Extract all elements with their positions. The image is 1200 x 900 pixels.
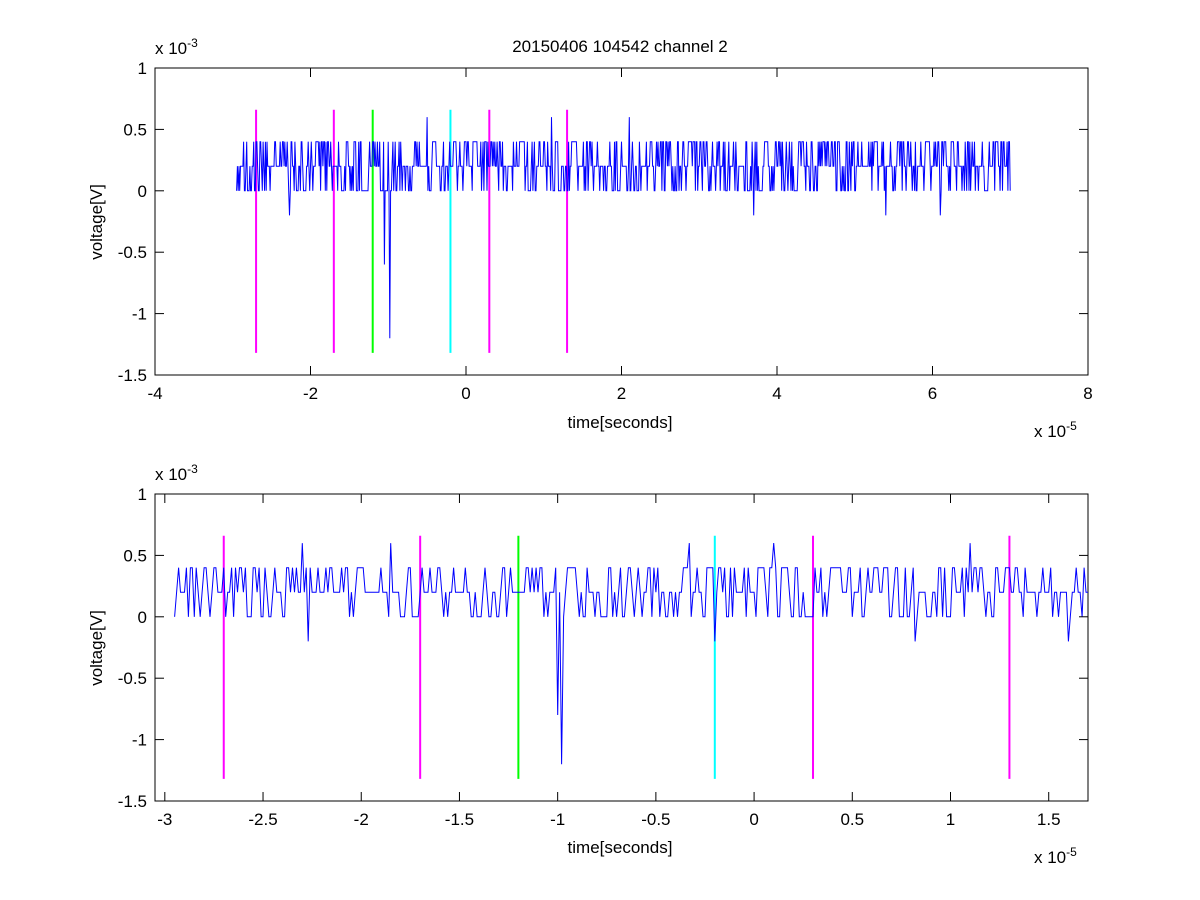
top-y-tick-label: -1.5 <box>118 366 147 385</box>
bottom-x-tick-label: 1.5 <box>1037 810 1061 829</box>
bottom-x-ticks: -3 -2.5 -2 -1.5 -1 -0.5 0 0.5 1 1.5 <box>157 494 1061 829</box>
top-y-tick-label: -1 <box>132 305 147 324</box>
bottom-x-exponent-base: x 10 <box>1034 848 1066 867</box>
top-x-tick-label: 8 <box>1083 384 1092 403</box>
bottom-plot-area <box>154 493 1089 802</box>
top-x-tick-label: 0 <box>461 384 470 403</box>
top-y-tick-label: 0 <box>138 182 147 201</box>
top-subplot: -4 -2 0 2 4 6 8 -1.5-1-0.500.51 time[seconds] … <box>87 36 1093 441</box>
bottom-y-tick-label: 0.5 <box>123 546 147 565</box>
top-y-exponent-power: -3 <box>187 36 198 50</box>
top-x-exponent-base: x 10 <box>1034 422 1066 441</box>
bottom-y-tick-label: -1 <box>132 731 147 750</box>
top-y-tick-label: 0.5 <box>123 120 147 139</box>
top-x-tick-label: 2 <box>617 384 626 403</box>
top-x-exponent: x 10-5 <box>1034 419 1077 441</box>
bottom-x-tick-label: 1 <box>946 810 955 829</box>
bottom-y-tick-label: -0.5 <box>118 669 147 688</box>
bottom-y-exponent: x 10-3 <box>155 462 198 484</box>
top-x-tick-label: -2 <box>303 384 318 403</box>
bottom-x-axis-label: time[seconds] <box>568 838 673 857</box>
top-y-tick-label: -0.5 <box>118 243 147 262</box>
bottom-x-tick-label: 0.5 <box>840 810 864 829</box>
bottom-x-tick-label: -1.5 <box>445 810 474 829</box>
top-x-tick-label: 6 <box>928 384 937 403</box>
bottom-x-exponent-power: -5 <box>1066 845 1077 859</box>
bottom-x-tick-label: -2.5 <box>248 810 277 829</box>
top-y-tick-label: 1 <box>138 59 147 78</box>
bottom-y-axis-label: voltage[V] <box>87 610 106 686</box>
top-x-tick-label: -4 <box>147 384 162 403</box>
bottom-y-tick-label: 1 <box>138 485 147 504</box>
top-x-axis-label: time[seconds] <box>568 413 673 432</box>
bottom-y-tick-label: -1.5 <box>118 792 147 811</box>
bottom-x-tick-label: -3 <box>157 810 172 829</box>
top-x-ticks: -4 -2 0 2 4 6 8 <box>147 68 1093 403</box>
bottom-y-ticks: -1.5 -1 -0.5 0 0.5 1 <box>118 485 1088 811</box>
bottom-x-tick-label: 0 <box>749 810 758 829</box>
bottom-signal-trace <box>174 543 1088 765</box>
top-y-axis-label: voltage[V] <box>87 184 106 260</box>
bottom-x-tick-label: -1 <box>550 810 565 829</box>
top-x-exponent-power: -5 <box>1066 419 1077 433</box>
bottom-x-exponent: x 10-5 <box>1034 845 1077 867</box>
top-signal-trace <box>236 117 1011 339</box>
top-plot-area <box>154 67 1089 376</box>
bottom-y-exponent-power: -3 <box>187 462 198 476</box>
bottom-y-exponent-base: x 10 <box>155 465 187 484</box>
bottom-x-tick-label: -2 <box>354 810 369 829</box>
top-y-exponent-base: x 10 <box>155 39 187 58</box>
bottom-y-tick-label: 0 <box>138 608 147 627</box>
top-y-ticks: -1.5 -1 -0.5 0 0.5 1 <box>118 59 1088 385</box>
top-y-exponent: x 10-3 <box>155 36 198 58</box>
bottom-markers <box>222 535 1011 779</box>
bottom-x-tick-label: -0.5 <box>641 810 670 829</box>
figure-title: 20150406 104542 channel 2 <box>512 37 728 56</box>
bottom-subplot: -3 -2.5 -2 -1.5 -1 -0.5 0 0.5 1 1.5 -1.5 -1 -0.5 0 0.… <box>87 462 1089 867</box>
top-x-tick-label: 4 <box>772 384 781 403</box>
